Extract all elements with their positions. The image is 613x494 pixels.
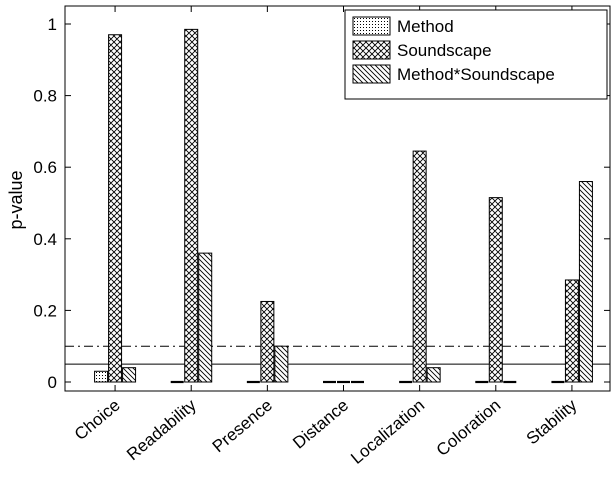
legend-swatch-crosshatch [352,40,391,60]
bar-diagonal-1 [198,252,213,383]
bar-crosshatch-0 [108,34,123,383]
x-tick-label-4: Localization [347,396,428,468]
bar-crosshatch-1 [184,28,199,383]
x-tick-label-3: Distance [289,396,352,453]
legend-label-diagonal: Method*Soundscape [397,65,555,84]
bar-crosshatch-2 [260,300,275,383]
bar-diagonal-2 [274,345,289,383]
legend: Method Soundscape Method*Soundscape [344,9,608,100]
x-tick-label-2: Presence [209,396,276,457]
x-tick-label-1: Readability [123,395,200,464]
bar-crosshatch-6 [564,279,579,383]
legend-swatch-diagonal [352,64,391,84]
y-tick-label-3: 0.6 [33,158,57,177]
bar-diagonal-6 [578,181,593,383]
bar-dotted-0 [94,370,109,383]
y-tick-label-2: 0.4 [33,230,57,249]
y-tick-label-5: 1 [48,15,57,34]
y-tick-label-1: 0.2 [33,301,57,320]
legend-label-crosshatch: Soundscape [397,41,492,60]
y-axis-label: p-value [6,170,26,229]
y-tick-label-0: 0 [48,373,57,392]
plot-area [64,5,611,392]
bar-crosshatch-4 [412,150,427,383]
legend-label-dotted: Method [397,17,454,36]
x-tick-label-5: Coloration [433,396,505,460]
bar-crosshatch-5 [488,197,503,383]
y-tick-label-4: 0.8 [33,87,57,106]
x-tick-label-0: Choice [71,396,124,445]
bar-diagonal-4 [426,367,441,383]
x-tick-label-6: Stability [523,395,581,448]
legend-swatch-dotted [352,16,391,36]
bar-diagonal-0 [122,367,137,383]
